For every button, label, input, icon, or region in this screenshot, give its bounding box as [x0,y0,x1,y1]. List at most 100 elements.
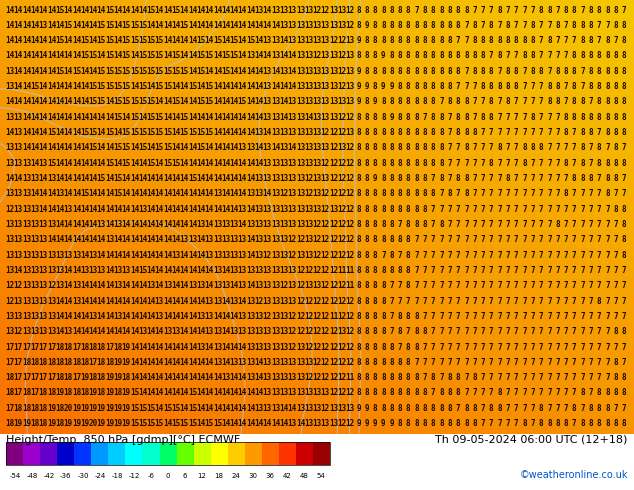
Text: 14: 14 [105,144,114,152]
Text: 7: 7 [505,343,510,351]
Text: 14: 14 [88,67,98,76]
Text: 7: 7 [514,343,519,351]
Text: 8: 8 [365,144,369,152]
Text: 18: 18 [63,358,73,367]
Text: 14: 14 [230,189,238,198]
Text: 12: 12 [296,235,305,245]
Text: 8: 8 [365,205,369,214]
Text: 14: 14 [55,144,65,152]
Text: 7: 7 [613,250,618,260]
Text: 14: 14 [63,51,73,60]
Text: 8: 8 [406,51,411,60]
Text: 7: 7 [489,358,493,367]
Text: 8: 8 [472,51,477,60]
Text: 8: 8 [580,98,585,106]
Text: 13: 13 [279,389,288,397]
Text: 14: 14 [213,159,222,168]
Text: 14: 14 [22,144,31,152]
Text: 8: 8 [398,98,403,106]
Text: 12: 12 [329,358,338,367]
Text: 7: 7 [605,296,610,306]
Text: 14: 14 [238,220,247,229]
Text: 14: 14 [39,51,48,60]
Text: 8: 8 [472,128,477,137]
Text: 7: 7 [431,174,436,183]
Text: 15: 15 [80,36,89,45]
Text: 14: 14 [80,281,89,290]
Text: 7: 7 [564,98,568,106]
Text: 8: 8 [431,21,436,30]
Text: 15: 15 [30,82,39,91]
Text: 7: 7 [456,312,460,321]
Text: 8: 8 [522,144,527,152]
Text: 8: 8 [406,312,411,321]
Text: 12: 12 [313,266,321,275]
Text: 7: 7 [389,281,394,290]
Text: 7: 7 [464,36,469,45]
Text: 7: 7 [439,189,444,198]
Text: 8: 8 [580,113,585,122]
Text: 14: 14 [254,82,264,91]
Text: 7: 7 [555,113,560,122]
Text: 8: 8 [613,98,618,106]
Text: 20: 20 [63,404,73,413]
Text: 8: 8 [373,266,377,275]
Text: 14: 14 [238,36,247,45]
Text: 15: 15 [221,51,230,60]
Text: 7: 7 [539,36,543,45]
Text: 14: 14 [188,51,197,60]
Text: 14: 14 [122,296,131,306]
Text: 15: 15 [130,36,139,45]
Text: 13: 13 [287,36,297,45]
Text: 13: 13 [88,312,98,321]
Text: 8: 8 [422,21,427,30]
Text: 14: 14 [254,67,264,76]
Text: 13: 13 [39,235,48,245]
Text: 14: 14 [47,205,56,214]
Text: 14: 14 [72,36,81,45]
Text: 14: 14 [5,51,15,60]
Text: 14: 14 [146,389,156,397]
Text: 13: 13 [246,220,256,229]
Text: 14: 14 [213,373,222,382]
Text: 18: 18 [96,343,106,351]
Text: 19: 19 [122,404,131,413]
Text: 13: 13 [321,82,330,91]
Text: 8: 8 [588,51,593,60]
Text: 8: 8 [622,98,626,106]
Text: 14: 14 [230,343,238,351]
Text: 8: 8 [597,113,602,122]
Text: 15: 15 [196,67,205,76]
Text: 7: 7 [588,189,593,198]
Text: 7: 7 [497,327,502,336]
Text: 14: 14 [30,51,39,60]
Text: 7: 7 [522,128,527,137]
Text: 7: 7 [431,312,436,321]
Text: 18: 18 [72,389,81,397]
Text: 7: 7 [514,389,519,397]
Text: 14: 14 [39,205,48,214]
Text: 15: 15 [155,36,164,45]
Text: 7: 7 [505,51,510,60]
Text: 8: 8 [406,343,411,351]
Text: 15: 15 [138,51,147,60]
Text: 8: 8 [373,5,377,15]
Text: 13: 13 [55,189,65,198]
Text: 13: 13 [296,373,305,382]
Text: 13: 13 [287,113,297,122]
Text: 7: 7 [605,250,610,260]
Text: 17: 17 [5,358,15,367]
Text: 13: 13 [155,296,164,306]
Text: 8: 8 [398,144,403,152]
Text: 8: 8 [572,5,576,15]
Text: 14: 14 [30,36,39,45]
Text: 8: 8 [389,266,394,275]
Text: 8: 8 [398,373,403,382]
Text: 8: 8 [373,220,377,229]
Text: 42: 42 [283,473,292,479]
Text: 7: 7 [605,266,610,275]
Text: 14: 14 [179,159,189,168]
Text: 14: 14 [55,21,65,30]
Text: 8: 8 [389,36,394,45]
Text: 14: 14 [279,51,288,60]
